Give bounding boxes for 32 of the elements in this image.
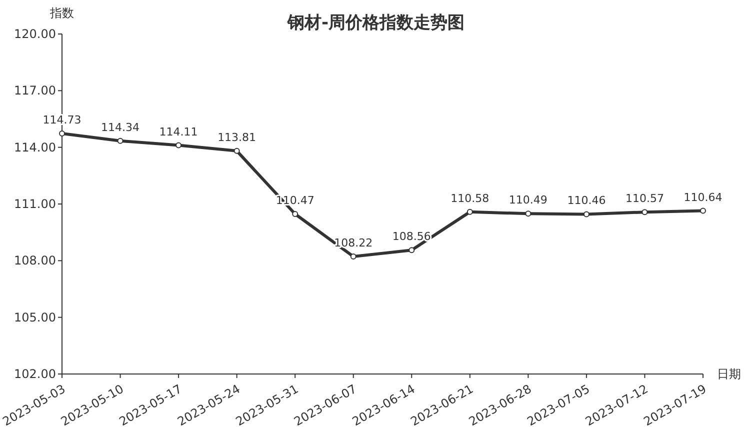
point <box>117 138 124 144</box>
data-label: 110.64 <box>684 190 722 204</box>
data-label: 110.49 <box>508 194 548 207</box>
y-tick-label: 111.00 <box>14 197 56 211</box>
data-label: 108.56 <box>392 230 431 244</box>
data-label: 114.11 <box>159 125 198 138</box>
point <box>176 142 182 148</box>
y-tick-label: 105.00 <box>14 310 56 324</box>
y-tick-label: 102.00 <box>14 367 56 381</box>
y-axis-title: 指数 <box>49 6 74 20</box>
point <box>234 148 240 154</box>
data-label: 108.22 <box>334 236 373 250</box>
data-label: 110.57 <box>625 192 664 206</box>
chart-title: 钢材-周价格指数走势图 <box>286 13 465 33</box>
point <box>642 209 648 216</box>
data-label: 110.58 <box>450 192 490 205</box>
point <box>700 208 706 214</box>
y-tick-label: 120.00 <box>14 27 56 41</box>
data-label: 114.34 <box>101 120 140 134</box>
point <box>408 247 415 254</box>
point <box>525 210 532 217</box>
y-tick-label: 108.00 <box>14 254 56 268</box>
data-label: 113.81 <box>218 130 256 144</box>
point <box>583 211 590 218</box>
point <box>350 254 356 260</box>
data-label: 110.46 <box>567 194 606 208</box>
y-tick-label: 114.00 <box>14 140 56 154</box>
point <box>292 211 298 218</box>
y-tick-label: 117.00 <box>14 84 56 98</box>
x-axis-title: 日期 <box>717 367 741 381</box>
point <box>59 130 65 137</box>
point <box>466 208 473 215</box>
